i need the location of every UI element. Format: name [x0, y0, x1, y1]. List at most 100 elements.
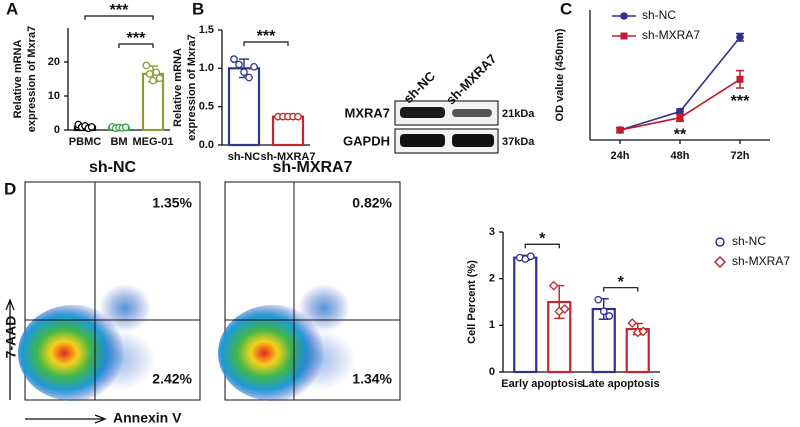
- data-point: [294, 112, 302, 121]
- y-axis-label: 7-AAD: [3, 316, 19, 359]
- data-point: [149, 76, 157, 85]
- data-point: [599, 307, 608, 316]
- y-tick-label: 20: [48, 56, 60, 68]
- axis-arrow: [5, 298, 15, 400]
- blot-band: [400, 107, 445, 118]
- significance-label: **: [674, 127, 687, 144]
- y-tick-label: 1.0: [199, 62, 214, 74]
- data-point: [152, 68, 161, 77]
- y-axis-label: expression of Mxra7: [26, 26, 38, 132]
- bar: [513, 256, 538, 374]
- data-point: [627, 318, 638, 328]
- significance-label: ***: [127, 30, 146, 47]
- x-tick-label: Late apoptosis: [582, 378, 660, 390]
- bar: [271, 115, 305, 147]
- y-axis-label: Relative mRNA: [172, 48, 184, 127]
- y-tick-label: 3: [489, 226, 495, 238]
- legend-marker: [620, 32, 628, 40]
- marker: [736, 75, 744, 83]
- blot-band: [452, 109, 492, 117]
- size-label: 21kDa: [502, 108, 535, 120]
- x-tick-label: sh-NC: [228, 151, 260, 163]
- panel-letter: B: [192, 0, 204, 18]
- y-tick-label: 10: [48, 90, 60, 102]
- panel-letter: C: [560, 0, 572, 18]
- significance-bracket: [243, 41, 289, 46]
- data-point: [121, 123, 130, 132]
- x-tick-label: 24h: [611, 150, 630, 162]
- blot-band: [400, 134, 445, 147]
- plot-title: sh-MXRA7: [272, 159, 352, 176]
- data-point: [526, 252, 535, 261]
- significance-bracket: [603, 287, 639, 292]
- bar: [227, 67, 261, 147]
- data-point: [235, 60, 243, 69]
- legend-marker: [713, 255, 727, 269]
- legend-label: sh-MXRA7: [642, 28, 700, 42]
- western-blot: sh-NC sh-MXRA7 MXRA7 GAPDH 21kDa 37kDa: [343, 51, 535, 154]
- significance-bracket: [84, 15, 154, 20]
- x-axis-label: Annexin V: [113, 410, 182, 426]
- y-tick-label: 2: [489, 273, 495, 285]
- legend-label: sh-NC: [732, 234, 766, 248]
- x-tick-label: 72h: [731, 150, 750, 162]
- data-point: [155, 74, 164, 83]
- legend-label: sh-MXRA7: [732, 254, 790, 268]
- lane-label: sh-MXRA7: [443, 51, 500, 108]
- blot-band: [452, 134, 494, 147]
- protein-label: GAPDH: [343, 133, 390, 148]
- significance-label: ***: [257, 28, 276, 45]
- data-point: [245, 73, 253, 82]
- significance-label: *: [539, 230, 546, 247]
- significance-label: *: [618, 274, 625, 291]
- legend-marker: [620, 12, 628, 20]
- y-tick-label: 1: [489, 319, 495, 331]
- significance-label: ***: [110, 2, 129, 19]
- marker: [616, 126, 624, 134]
- lane-label: sh-NC: [400, 68, 438, 106]
- y-tick-label: 1.5: [199, 24, 214, 36]
- significance-bracket: [524, 243, 560, 249]
- density-cloud: [99, 284, 151, 332]
- density-cloud: [85, 330, 155, 390]
- legend-label: sh-NC: [642, 8, 676, 22]
- density-cloud: [285, 330, 355, 390]
- marker: [676, 114, 684, 122]
- data-point: [638, 326, 649, 337]
- x-tick-label: 48h: [671, 150, 690, 162]
- x-tick-label: BM: [110, 136, 127, 148]
- size-label: 37kDa: [502, 136, 535, 148]
- y-tick-label: 0: [489, 366, 495, 378]
- quadrant-percent: 0.82%: [352, 195, 392, 211]
- y-tick-label: 0.0: [199, 139, 214, 151]
- significance-bracket: [118, 43, 154, 48]
- data-point: [87, 123, 96, 131]
- data-point: [594, 295, 603, 304]
- data-point: [240, 68, 248, 77]
- y-axis-label: Cell Percent (%): [466, 260, 478, 344]
- data-point: [230, 55, 238, 63]
- y-axis-label: expression of Mxra7: [186, 34, 198, 140]
- x-tick-label: PBMC: [69, 136, 101, 148]
- panel-letter: A: [6, 0, 18, 18]
- data-point: [142, 61, 151, 70]
- marker: [736, 33, 744, 42]
- axis-arrow: [25, 414, 107, 424]
- series-line: [619, 78, 741, 131]
- x-tick-label: sh-MXRA7: [260, 151, 315, 163]
- y-axis-label: OD value (450nm): [554, 28, 566, 121]
- protein-label: MXRA7: [344, 105, 390, 120]
- x-tick-label: MEG-01: [133, 136, 174, 148]
- quadrant-percent: 1.34%: [352, 371, 392, 387]
- data-point: [145, 70, 154, 78]
- x-tick-label: Early apoptosis: [501, 378, 583, 390]
- data-point: [605, 312, 614, 320]
- y-tick-label: 0: [54, 124, 60, 136]
- plot-title: sh-NC: [89, 159, 137, 176]
- y-tick-label: 0.5: [199, 101, 214, 113]
- data-point: [559, 304, 570, 314]
- density-cloud: [298, 284, 350, 332]
- y-axis-label: Relative mRNA: [12, 40, 24, 119]
- data-point: [548, 280, 559, 291]
